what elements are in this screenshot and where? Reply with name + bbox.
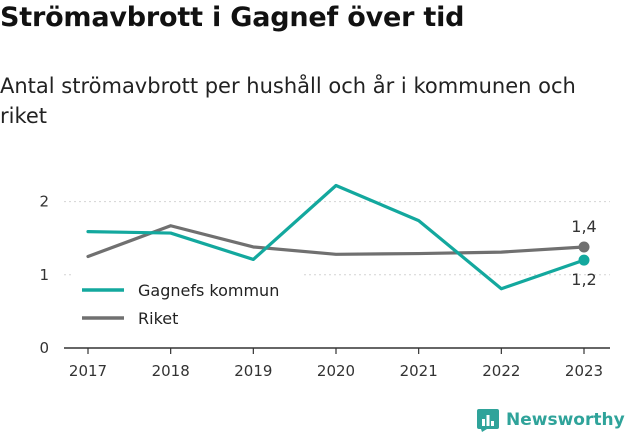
x-tick-label: 2019 [234,362,272,380]
newsworthy-logo-icon [477,409,499,432]
series-line-gagnefs-kommun [86,183,586,291]
x-tick-label: 2017 [69,362,107,380]
chart-subtitle: Antal strömavbrott per hushåll och år i … [0,74,576,128]
y-tick-label: 0 [39,339,49,357]
series-lines [86,183,590,291]
legend-label: Riket [138,309,178,328]
legend-label: Gagnefs kommun [138,281,279,300]
y-tick-label: 2 [39,193,49,211]
x-tick-label: 2023 [565,362,603,380]
brand-name: Newsworthy [506,410,625,430]
series-end-point [578,241,590,253]
legend: Gagnefs kommun Riket [74,272,304,336]
x-tick-label: 2021 [400,362,438,380]
series-line-riket [86,224,586,259]
series-end-point [578,254,590,266]
chart-title: Strömavbrott i Gagnef över tid [0,2,465,33]
x-tick-label: 2022 [482,362,520,380]
legend-background [74,272,304,336]
brand-logo: Newsworthy [476,408,625,432]
x-tick-label: 2020 [317,362,355,380]
end-value-label: 1,4 [571,217,596,236]
x-axis: 2017 2018 2019 2020 2021 2022 2023 [69,348,603,380]
y-tick-label: 1 [39,266,49,284]
end-value-label: 1,2 [571,270,596,289]
gridlines: 0 1 2 [39,193,610,357]
x-tick-label: 2018 [152,362,190,380]
end-labels: 1,2 1,4 [571,217,596,289]
